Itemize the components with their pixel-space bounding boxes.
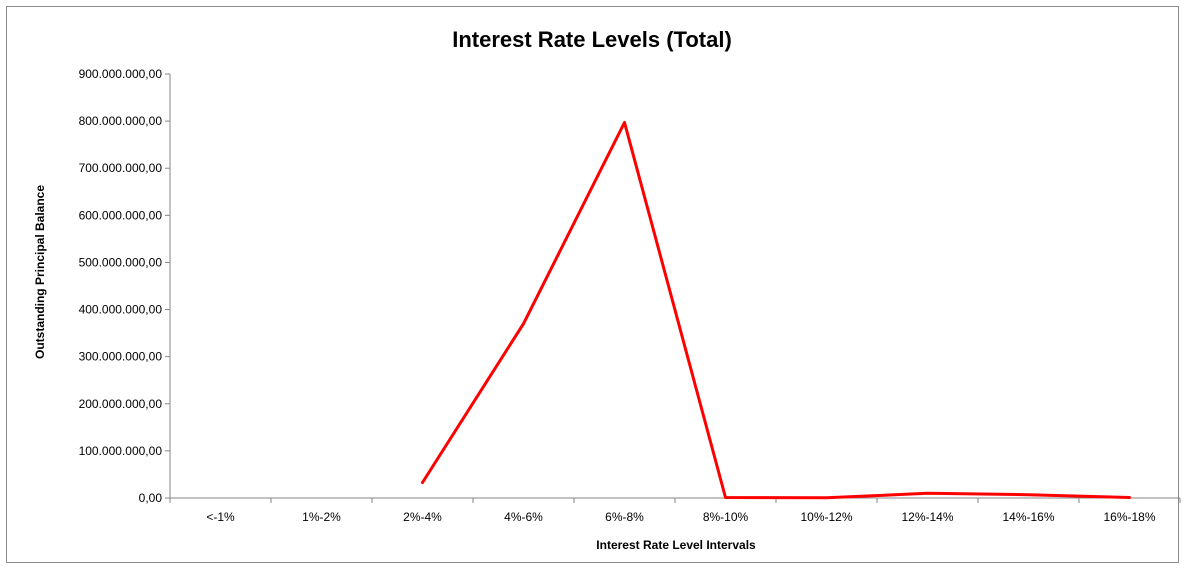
x-tick-label: 12%-14% xyxy=(901,510,953,524)
y-tick-label: 200.000.000,00 xyxy=(79,397,163,411)
x-axis-ticks: <-1% 1%-2% 2%-4% 4%-6% 6%-8% 8%-10% 10%-12% 12%… xyxy=(169,498,1181,524)
x-tick-label: 1%-2% xyxy=(302,510,341,524)
x-tick-label: 6%-8% xyxy=(605,510,644,524)
chart-title: Interest Rate Levels (Total) xyxy=(452,27,732,52)
x-tick-label: 14%-16% xyxy=(1002,510,1054,524)
y-tick-label: 0,00 xyxy=(139,491,163,505)
y-tick-label: 600.000.000,00 xyxy=(79,208,163,222)
chart-area xyxy=(6,6,1179,563)
y-tick-label: 700.000.000,00 xyxy=(79,161,163,175)
x-tick-label: 8%-10% xyxy=(703,510,749,524)
y-tick-label: 900.000.000,00 xyxy=(79,67,163,81)
y-tick-label: 300.000.000,00 xyxy=(79,350,163,364)
x-tick-label: 10%-12% xyxy=(800,510,852,524)
series-group xyxy=(421,121,1131,500)
x-tick-label: <-1% xyxy=(206,510,235,524)
y-axis-ticks: 0,00 100.000.000,00 200.000.000,00 300.000.… xyxy=(79,67,170,505)
x-axis-title: Interest Rate Level Intervals xyxy=(596,538,756,552)
y-tick-label: 400.000.000,00 xyxy=(79,303,163,317)
y-tick-label: 800.000.000,00 xyxy=(79,114,163,128)
x-tick-label: 16%-18% xyxy=(1103,510,1155,524)
x-tick-label: 2%-4% xyxy=(403,510,442,524)
series-line xyxy=(421,121,1131,500)
y-axis-title: Outstanding Principal Balance xyxy=(33,185,47,359)
x-tick-label: 4%-6% xyxy=(504,510,543,524)
y-tick-label: 500.000.000,00 xyxy=(79,255,163,269)
y-tick-label: 100.000.000,00 xyxy=(79,444,163,458)
